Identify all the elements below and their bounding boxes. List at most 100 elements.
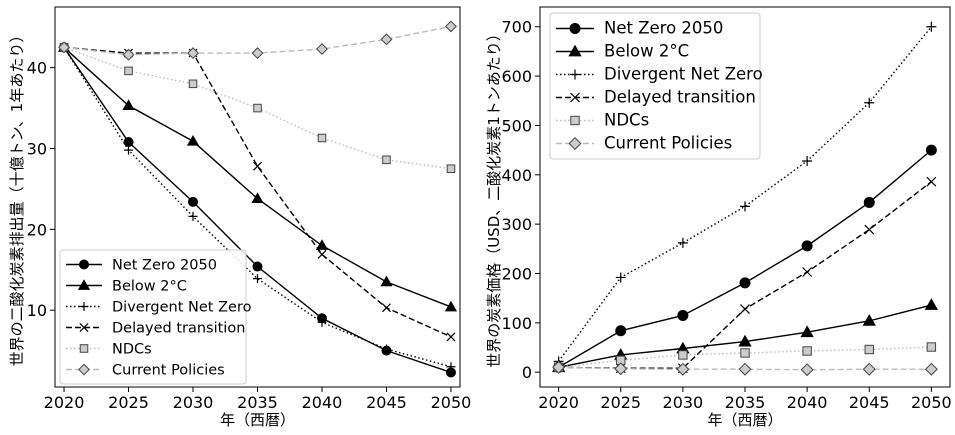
data-point-net-zero-2050 [252, 261, 263, 272]
legend-label-current-policies: Current Policies [604, 134, 732, 153]
x-tick-label: 2050 [911, 393, 952, 412]
data-point-delayed-transition [802, 267, 813, 277]
legend-marker-divergent-net-zero [570, 69, 580, 80]
data-point-current-policies [738, 362, 752, 376]
data-point-current-policies [187, 47, 199, 60]
x-axis-label: 年（西暦） [220, 411, 295, 429]
data-point-net-zero-2050 [615, 325, 627, 337]
series-ndcs [59, 43, 456, 173]
data-point-below-2-c [380, 275, 393, 287]
y-axis-label: 世界の二酸化炭素排出量（十億トン、1年あたり） [8, 28, 26, 367]
y-tick-label: 10 [27, 301, 47, 320]
data-point-ndcs [802, 346, 812, 356]
legend-marker-ndcs [570, 115, 580, 126]
y-tick-label: 30 [27, 139, 47, 158]
legend-label-delayed-transition: Delayed transition [604, 88, 756, 107]
data-point-ndcs [124, 66, 133, 76]
data-point-ndcs [926, 342, 937, 352]
legend-marker-divergent-net-zero [79, 302, 89, 311]
legend-label-below-2-c: Below 2°C [112, 279, 187, 295]
y-tick-label: 300 [501, 215, 532, 234]
y-tick-label: 600 [501, 67, 532, 86]
legend: Net Zero 2050 Below 2°C Divergent Net Zero… [59, 249, 252, 385]
data-point-ndcs [678, 350, 688, 360]
legend: Net Zero 2050 Below 2°C Divergent Net Zero… [549, 12, 763, 160]
y-tick-label: 20 [27, 220, 47, 239]
data-point-net-zero-2050 [739, 277, 751, 289]
series-line-net-zero-2050 [558, 149, 932, 368]
legend-marker-delayed-transition [79, 323, 89, 332]
data-point-delayed-transition [864, 224, 875, 235]
data-point-below-2-c [122, 99, 135, 111]
data-point-current-policies [251, 47, 264, 60]
data-point-divergent-net-zero [802, 155, 813, 166]
data-point-delayed-transition [926, 176, 937, 187]
x-tick-label: 2035 [237, 393, 278, 412]
data-point-below-2-c [738, 334, 752, 347]
data-point-current-policies [58, 41, 70, 54]
data-point-divergent-net-zero [446, 362, 456, 372]
x-tick-label: 2020 [44, 393, 85, 412]
x-tick-label: 2050 [431, 393, 472, 412]
data-point-delayed-transition [382, 303, 391, 313]
data-point-divergent-net-zero [253, 274, 262, 284]
legend-marker-net-zero-2050 [79, 259, 89, 270]
data-point-net-zero-2050 [863, 196, 875, 208]
x-tick-label: 2035 [725, 393, 766, 412]
legend-marker-ndcs [79, 344, 89, 353]
y-tick-label: 40 [27, 59, 47, 78]
data-point-ndcs [864, 344, 874, 355]
data-point-current-policies [862, 362, 876, 376]
data-point-below-2-c [444, 300, 458, 312]
data-point-net-zero-2050 [801, 240, 813, 252]
series-current-policies [58, 20, 457, 61]
x-tick-label: 2025 [108, 393, 149, 412]
legend-marker-net-zero-2050 [569, 23, 581, 34]
legend-label-net-zero-2050: Net Zero 2050 [604, 19, 723, 38]
data-point-current-policies [800, 363, 814, 377]
data-point-current-policies [122, 48, 135, 61]
legend-marker-current-policies [568, 136, 582, 151]
carbon-price-chart-panel: 2020 2025 2030 2035 2040 2045 2050 0 100 200 300 40… [485, 6, 952, 429]
legend-marker-delayed-transition [570, 92, 580, 103]
data-point-below-2-c [315, 239, 329, 250]
data-point-divergent-net-zero [926, 21, 937, 32]
data-point-current-policies [380, 33, 393, 46]
data-point-delayed-transition [740, 304, 750, 314]
data-point-ndcs [253, 103, 262, 113]
series-below-2-c [57, 41, 458, 312]
data-point-below-2-c [924, 298, 939, 310]
legend-frame [59, 249, 247, 385]
data-point-current-policies [316, 43, 328, 55]
data-point-divergent-net-zero [615, 272, 626, 283]
data-point-below-2-c [862, 314, 876, 326]
x-axis-label: 年（西暦） [707, 411, 782, 429]
data-point-ndcs [188, 79, 198, 89]
legend-label-divergent-net-zero: Divergent Net Zero [112, 300, 252, 316]
data-point-ndcs [382, 155, 391, 165]
legend-label-below-2-c: Below 2°C [604, 42, 689, 61]
y-tick-label: 400 [501, 166, 532, 185]
data-point-below-2-c [800, 325, 814, 338]
y-axis-label: 世界の炭素価格（USD、二酸化炭素1トンあたり） [485, 26, 503, 368]
x-tick-label: 2020 [538, 393, 579, 412]
x-tick-label: 2045 [366, 393, 407, 412]
legend-marker-below-2-c [77, 279, 91, 290]
data-point-ndcs [446, 164, 456, 173]
legend-label-ndcs: NDCs [604, 111, 649, 130]
legend-label-divergent-net-zero: Divergent Net Zero [604, 65, 763, 84]
legend-marker-current-policies [78, 363, 90, 376]
data-point-net-zero-2050 [677, 309, 689, 321]
data-point-divergent-net-zero [864, 97, 875, 108]
x-tick-label: 2030 [173, 393, 214, 412]
data-point-ndcs [317, 133, 327, 143]
data-point-divergent-net-zero [188, 211, 198, 221]
data-point-net-zero-2050 [123, 137, 134, 148]
data-point-divergent-net-zero [677, 237, 688, 248]
data-point-below-2-c [251, 192, 264, 204]
legend-label-net-zero-2050: Net Zero 2050 [112, 258, 217, 274]
x-tick-label: 2045 [849, 393, 890, 412]
y-tick-label: 100 [501, 314, 532, 333]
data-point-divergent-net-zero [317, 317, 327, 327]
x-tick-label: 2025 [600, 393, 641, 412]
